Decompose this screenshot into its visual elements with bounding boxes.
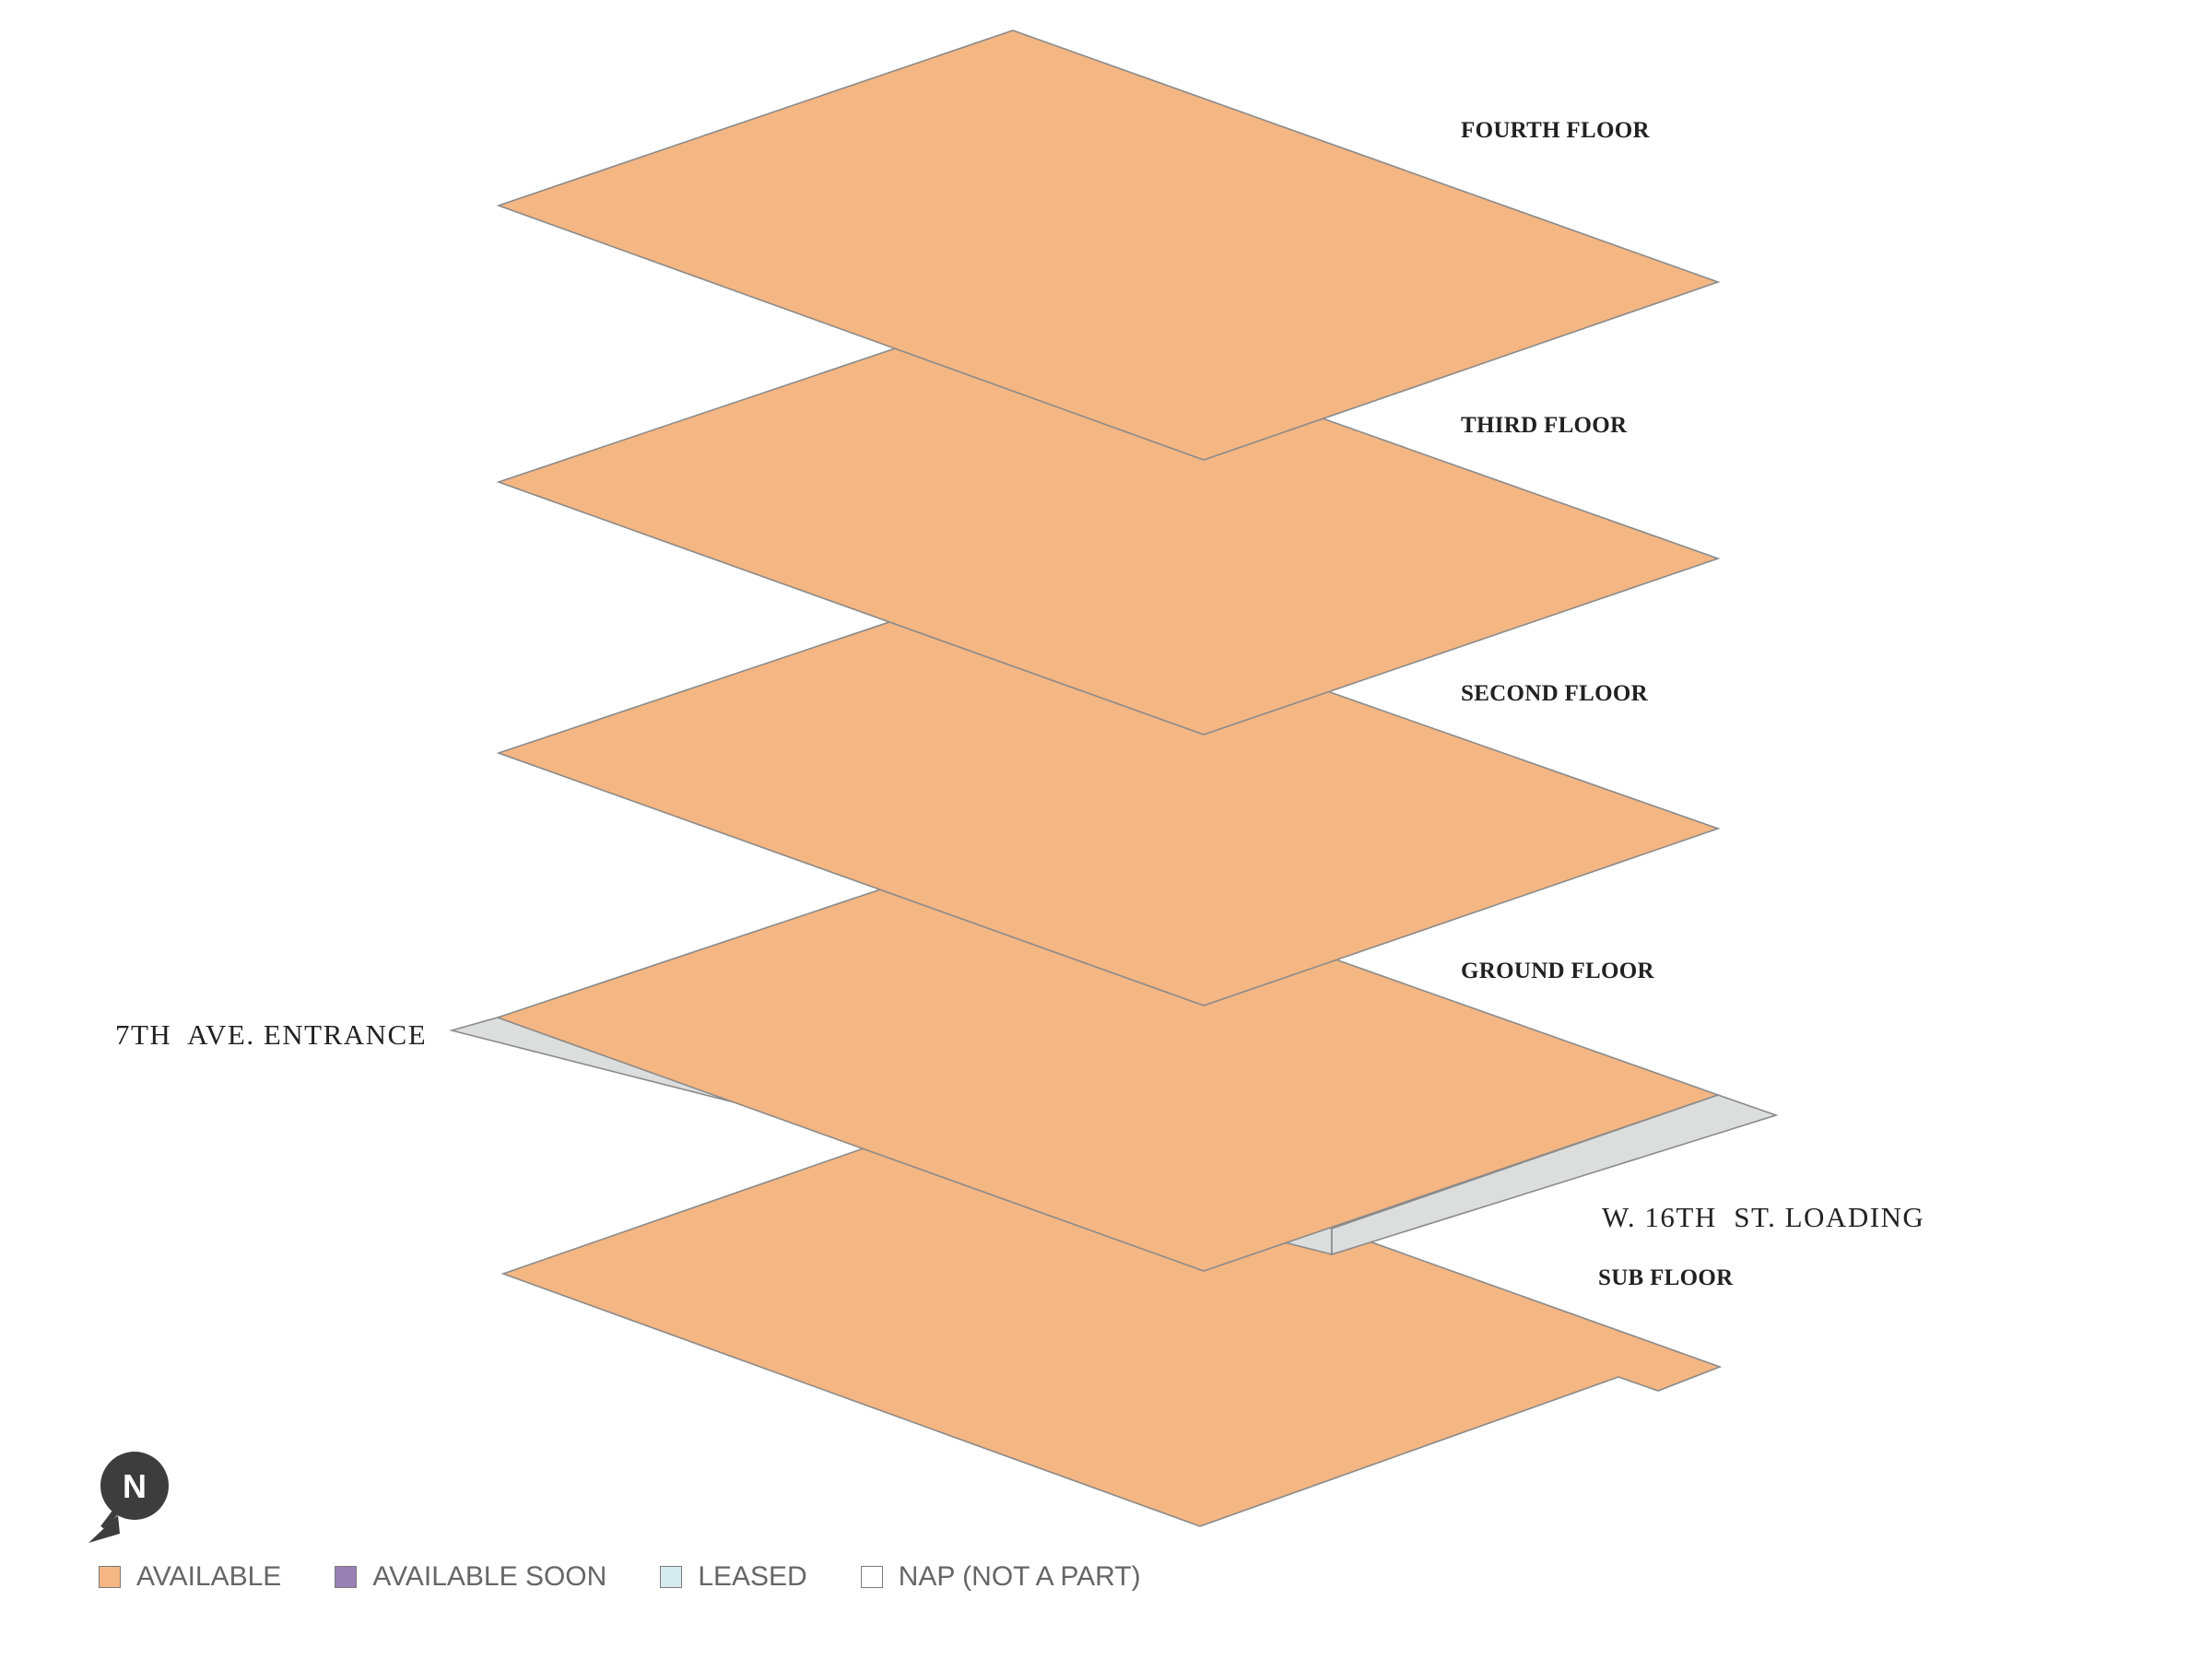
loading-label: W. 16TH ST. LOADING — [1602, 1201, 1924, 1233]
legend-item-available-soon: AVAILABLE SOON — [335, 1561, 606, 1593]
leased-swatch — [660, 1566, 683, 1588]
legend-item-leased: LEASED — [660, 1561, 807, 1593]
available-swatch — [99, 1566, 121, 1588]
third-floor-plate[interactable] — [496, 308, 1721, 735]
entrance-label: 7TH AVE. ENTRANCE — [115, 1018, 427, 1051]
third-floor-label: THIRD FLOOR — [1461, 413, 1628, 438]
compass-letter: N — [123, 1467, 147, 1505]
legend-label: NAP (NOT A PART) — [898, 1561, 1141, 1592]
second-floor-label: SECOND FLOOR — [1461, 681, 1649, 706]
second-floor-plate[interactable] — [496, 580, 1721, 1006]
legend-item-nap: NAP (NOT A PART) — [860, 1561, 1141, 1593]
fourth-floor-plate[interactable] — [496, 29, 1721, 461]
legend-label: LEASED — [698, 1561, 807, 1592]
ground-floor-plate[interactable] — [495, 844, 1721, 1272]
legend-label: AVAILABLE — [136, 1561, 282, 1592]
north-arrow-icon: N — [88, 1452, 169, 1543]
fourth-floor-label: FOURTH FLOOR — [1461, 118, 1650, 143]
available-soon-swatch — [335, 1566, 358, 1588]
legend-item-available: AVAILABLE — [99, 1561, 281, 1593]
legend: AVAILABLE AVAILABLE SOON LEASED NAP (NOT… — [99, 1561, 1194, 1593]
sub-floor-label: SUB FLOOR — [1598, 1265, 1734, 1290]
ground-floor-label: GROUND FLOOR — [1461, 959, 1654, 983]
nap-swatch — [860, 1566, 883, 1588]
legend-label: AVAILABLE SOON — [372, 1561, 607, 1592]
